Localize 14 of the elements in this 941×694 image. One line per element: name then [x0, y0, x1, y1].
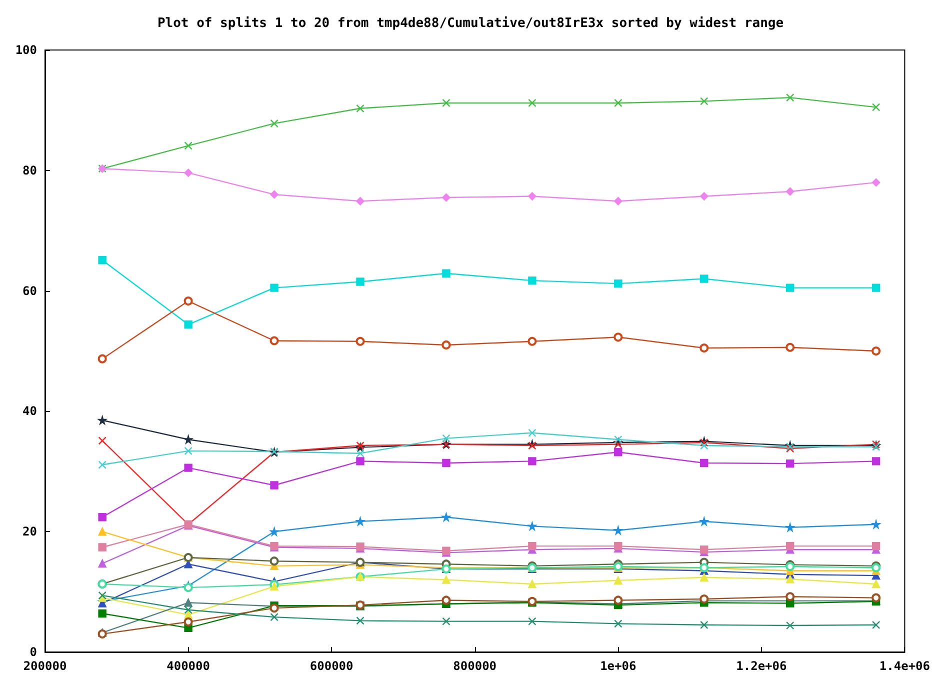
y-tick-label: 40	[22, 404, 37, 418]
y-tick-label: 60	[22, 284, 37, 298]
x-tick-label: 1.4e+06	[879, 659, 930, 673]
y-tick-label: 0	[30, 645, 37, 659]
y-tick-label: 20	[22, 524, 37, 539]
x-tick-label: 1e+06	[600, 659, 636, 673]
chart-title: Plot of splits 1 to 20 from tmp4de88/Cumulative/out8IrE3x sorted by widest range	[157, 16, 784, 31]
x-tick-label: 600000	[310, 659, 354, 673]
x-tick-label: 1.2e+06	[736, 659, 787, 673]
x-tick-label: 800000	[453, 659, 497, 673]
x-tick-label: 200000	[23, 659, 67, 673]
y-tick-label: 100	[15, 43, 37, 57]
y-tick-label: 80	[22, 163, 37, 178]
x-tick-label: 400000	[166, 659, 210, 673]
